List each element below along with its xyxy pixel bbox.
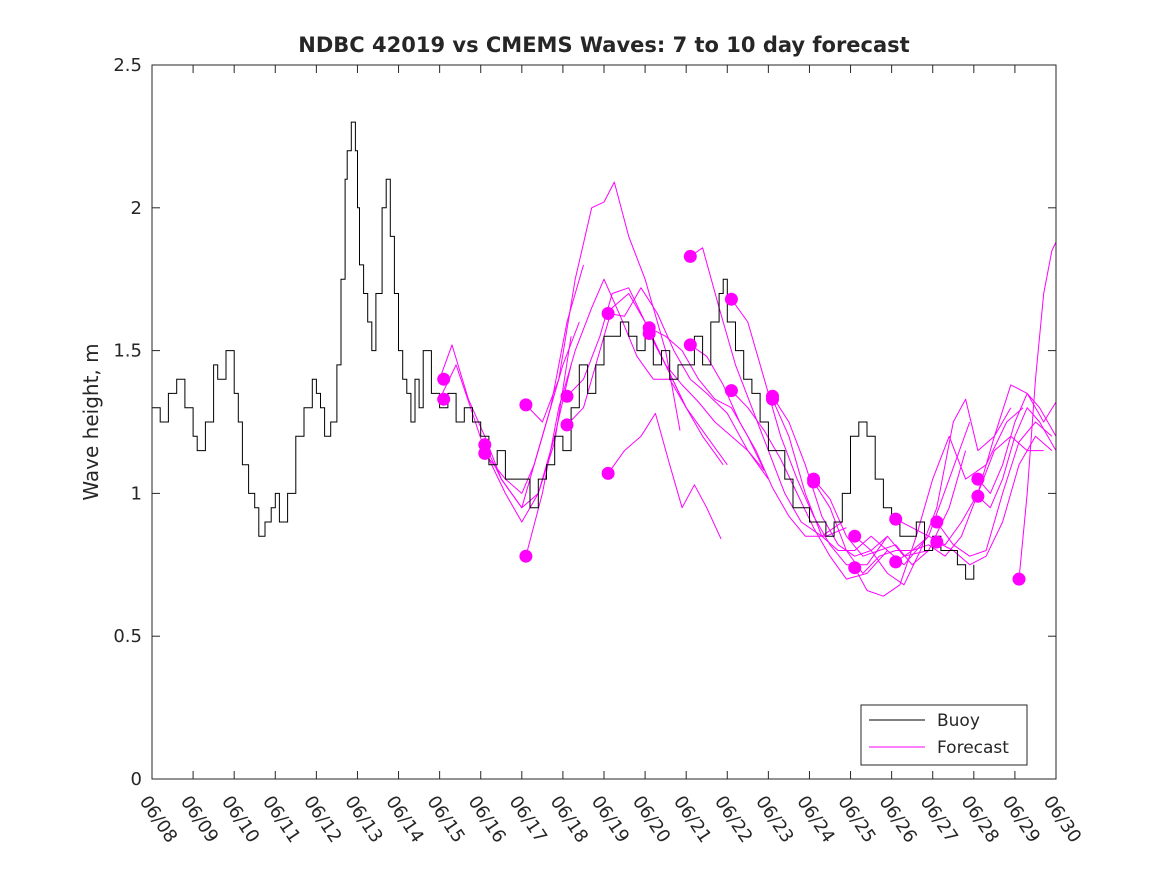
- x-tick-label-20: 06/28: [957, 792, 1003, 847]
- y-tick-label-3: 1.5: [113, 341, 142, 362]
- x-tick-label-2: 06/10: [217, 792, 263, 847]
- forecast-marker-13: [683, 338, 697, 352]
- forecast-line-13: [690, 344, 847, 537]
- forecast-marker-4: [519, 398, 533, 412]
- x-tick-label-12: 06/20: [628, 792, 674, 847]
- x-tick-label-16: 06/24: [792, 792, 838, 847]
- x-tick-label-3: 06/11: [258, 792, 304, 847]
- forecast-line-18: [813, 450, 967, 566]
- forecast-marker-5: [519, 549, 533, 563]
- forecast-marker-9: [601, 307, 615, 320]
- forecast-line-15: [731, 390, 888, 580]
- forecast-marker-7: [560, 418, 574, 432]
- forecast-line-24: [936, 421, 1053, 557]
- forecast-marker-11: [642, 327, 656, 340]
- forecast-line-12: [690, 247, 843, 537]
- forecast-marker-27: [971, 489, 985, 503]
- forecast-marker-19: [807, 475, 821, 489]
- x-tick-label-1: 06/09: [176, 792, 222, 847]
- forecast-line-11: [648, 333, 765, 471]
- forecast-marker-14: [724, 292, 738, 306]
- x-tick-label-21: 06/29: [998, 792, 1044, 847]
- forecast-marker-12: [683, 249, 697, 263]
- x-tick-label-14: 06/22: [710, 792, 756, 847]
- forecast-marker-28: [1012, 572, 1026, 586]
- forecast-line-21: [854, 407, 1024, 597]
- x-tick-label-17: 06/25: [833, 792, 879, 847]
- x-tick-label-8: 06/16: [464, 792, 510, 847]
- x-tick-label-4: 06/12: [299, 792, 345, 847]
- x-tick-label-7: 06/15: [422, 792, 468, 847]
- y-tick-label-1: 0.5: [113, 626, 142, 647]
- forecast-marker-6: [560, 389, 574, 403]
- forecast-marker-8: [601, 466, 615, 480]
- forecast-series: [439, 181, 1057, 597]
- y-tick-label-4: 2: [131, 198, 142, 219]
- y-tick-label-2: 1: [131, 483, 142, 504]
- forecast-line-27: [977, 407, 1057, 509]
- forecast-marker-22: [889, 512, 903, 526]
- forecast-line-25: [936, 435, 1053, 566]
- forecast-marker-21: [848, 561, 862, 575]
- forecast-markers: [437, 249, 1026, 586]
- chart-title: NDBC 42019 vs CMEMS Waves: 7 to 10 day f…: [298, 33, 909, 57]
- x-tick-label-9: 06/17: [505, 792, 551, 847]
- legend-buoy-label: Buoy: [937, 711, 980, 731]
- forecast-marker-25: [930, 535, 944, 549]
- forecast-line-26: [977, 392, 1057, 494]
- x-tick-label-15: 06/23: [751, 792, 797, 847]
- buoy-line: [152, 121, 975, 580]
- forecast-marker-15: [724, 384, 738, 398]
- forecast-marker-20: [848, 529, 862, 543]
- x-tick-label-0: 06/08: [135, 792, 181, 847]
- x-tick-label-6: 06/14: [381, 792, 427, 847]
- y-axis: 0 0.5 1 1.5 2 2.5: [113, 55, 1056, 790]
- x-tick-label-19: 06/27: [916, 792, 962, 847]
- forecast-line-20: [854, 398, 1012, 586]
- x-tick-label-18: 06/26: [874, 792, 920, 847]
- forecast-marker-1: [437, 392, 451, 406]
- y-tick-label-0: 0: [131, 769, 142, 790]
- buoy-series: [152, 121, 975, 580]
- legend-forecast-label: Forecast: [937, 738, 1009, 758]
- forecast-line-28: [1018, 241, 1057, 580]
- forecast-line-19: [813, 421, 971, 574]
- forecast-marker-24: [930, 515, 944, 529]
- forecast-line-4: [525, 181, 681, 431]
- forecast-marker-23: [889, 555, 903, 569]
- forecast-line-6: [566, 287, 728, 466]
- legend-box: [860, 704, 1028, 766]
- forecast-marker-26: [971, 472, 985, 486]
- y-axis-label: Wave height, m: [79, 343, 103, 500]
- plot-background: [152, 65, 1056, 779]
- x-tick-label-22: 06/30: [1039, 792, 1085, 847]
- legend: Buoy Forecast: [860, 704, 1028, 766]
- forecast-marker-3: [478, 446, 492, 460]
- forecast-marker-0: [437, 372, 451, 386]
- x-tick-label-5: 06/13: [340, 792, 386, 847]
- forecast-marker-17: [766, 392, 779, 406]
- x-tick-label-10: 06/18: [546, 792, 592, 847]
- forecast-line-8: [607, 412, 722, 540]
- x-tick-label-13: 06/21: [669, 792, 715, 847]
- x-tick-label-11: 06/19: [587, 792, 633, 847]
- y-tick-label-5: 2.5: [113, 55, 142, 76]
